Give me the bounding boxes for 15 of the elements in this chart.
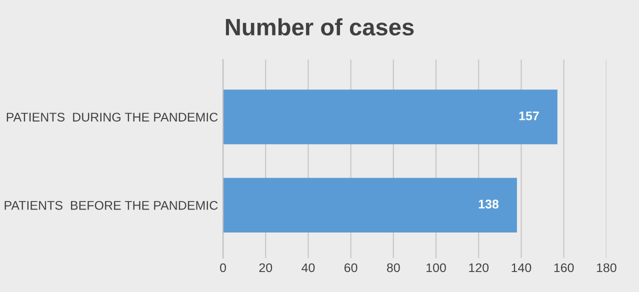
x-tick-label: 0 — [220, 263, 226, 272]
x-tick-label: 60 — [344, 263, 358, 272]
x-tick-label: 160 — [554, 263, 574, 272]
y-tick-label: PATIENTS DURING THE PANDEMIC — [6, 112, 218, 122]
y-tick-label: PATIENTS BEFORE THE PANDEMIC — [4, 200, 218, 210]
data-label: 138 — [478, 200, 499, 209]
x-tick-label: 180 — [596, 263, 616, 272]
x-tick-label: 140 — [512, 263, 532, 272]
x-tick-label: 100 — [426, 263, 446, 272]
x-tick-label: 80 — [387, 263, 400, 272]
data-label: 157 — [519, 112, 539, 120]
chart-title: Number of cases — [226, 18, 414, 36]
x-tick-label: 20 — [259, 263, 272, 272]
x-tick-label: 120 — [469, 263, 489, 272]
x-tick-label: 40 — [302, 263, 315, 272]
